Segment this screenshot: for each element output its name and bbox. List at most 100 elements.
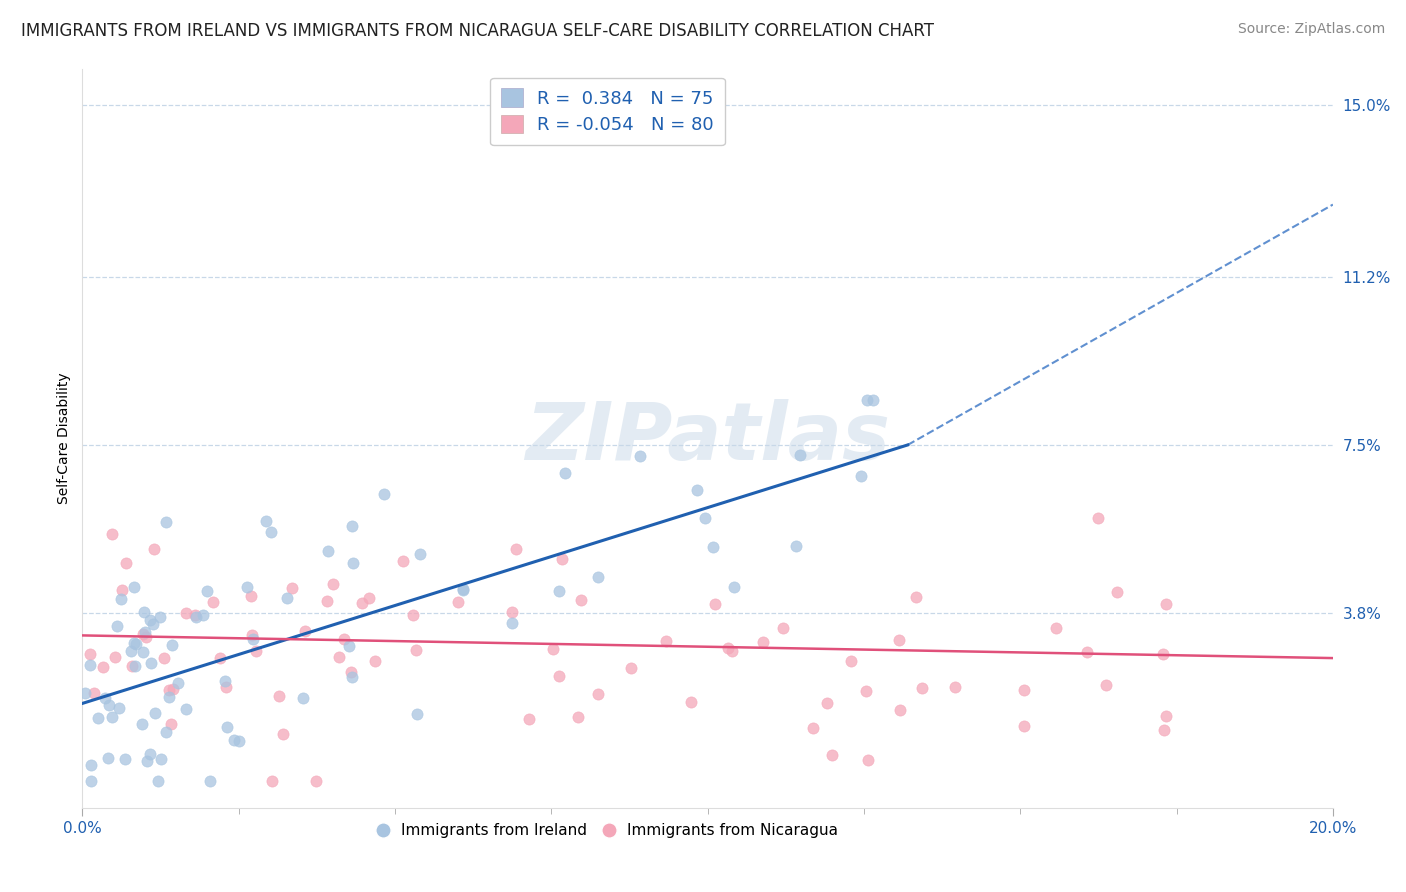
Point [141,656,163,670]
Point [245,644,267,658]
Point [276,591,298,606]
Text: ZIPatlas: ZIPatlas [524,399,890,477]
Point [132,606,155,620]
Point [821,748,844,763]
Point [517,712,540,726]
Point [630,449,652,463]
Point [224,733,246,747]
Point [83,685,105,699]
Point [184,607,207,622]
Point [373,487,395,501]
Point [75,686,97,700]
Text: IMMIGRANTS FROM IRELAND VS IMMIGRANTS FROM NICARAGUA SELF-CARE DISABILITY CORREL: IMMIGRANTS FROM IRELAND VS IMMIGRANTS FR… [21,22,934,40]
Point [157,682,180,697]
Point [1107,585,1129,599]
Point [242,632,264,646]
Point [447,594,470,608]
Point [721,644,744,658]
Text: Source: ZipAtlas.com: Source: ZipAtlas.com [1237,22,1385,37]
Point [160,717,183,731]
Point [406,706,429,721]
Point [839,654,862,668]
Point [567,710,589,724]
Point [110,591,132,606]
Point [191,608,214,623]
Point [1045,621,1067,635]
Point [363,654,385,668]
Point [135,630,157,644]
Point [1087,511,1109,525]
Point [316,544,339,558]
Point [1076,645,1098,659]
Point [451,583,474,598]
Point [391,554,413,568]
Point [889,703,911,717]
Point [201,595,224,609]
Point [120,644,142,658]
Point [723,580,745,594]
Point [405,643,427,657]
Point [122,580,145,594]
Point [132,627,155,641]
Legend: Immigrants from Ireland, Immigrants from Nicaragua: Immigrants from Ireland, Immigrants from… [371,817,844,845]
Point [501,615,523,630]
Point [342,556,364,570]
Point [134,625,156,640]
Point [215,720,238,734]
Point [114,556,136,570]
Point [586,687,609,701]
Point [236,580,259,594]
Point [262,773,284,788]
Point [858,753,880,767]
Point [254,514,277,528]
Point [316,594,339,608]
Point [703,597,725,611]
Point [654,633,676,648]
Point [97,751,120,765]
Point [87,710,110,724]
Point [551,552,574,566]
Point [620,661,643,675]
Point [271,727,294,741]
Point [80,757,103,772]
Point [280,581,302,595]
Point [401,607,423,622]
Point [333,632,356,646]
Point [541,642,564,657]
Point [887,633,910,648]
Point [139,613,162,627]
Point [340,670,363,684]
Point [505,541,527,556]
Point [142,616,165,631]
Point [98,698,121,712]
Point [111,582,134,597]
Point [80,773,103,788]
Point [195,584,218,599]
Point [943,680,966,694]
Point [214,674,236,689]
Point [149,610,172,624]
Point [409,548,432,562]
Point [294,624,316,639]
Point [184,610,207,624]
Point [240,589,263,603]
Point [849,469,872,483]
Point [1012,719,1035,733]
Point [174,606,197,620]
Point [101,526,124,541]
Point [292,691,315,706]
Point [305,773,328,788]
Point [149,751,172,765]
Point [702,540,724,554]
Point [905,591,928,605]
Point [131,645,153,659]
Point [695,510,717,524]
Point [79,657,101,672]
Point [79,647,101,661]
Point [155,725,177,739]
Point [209,651,232,665]
Point [1152,647,1174,661]
Point [124,658,146,673]
Point [240,628,263,642]
Point [328,649,350,664]
